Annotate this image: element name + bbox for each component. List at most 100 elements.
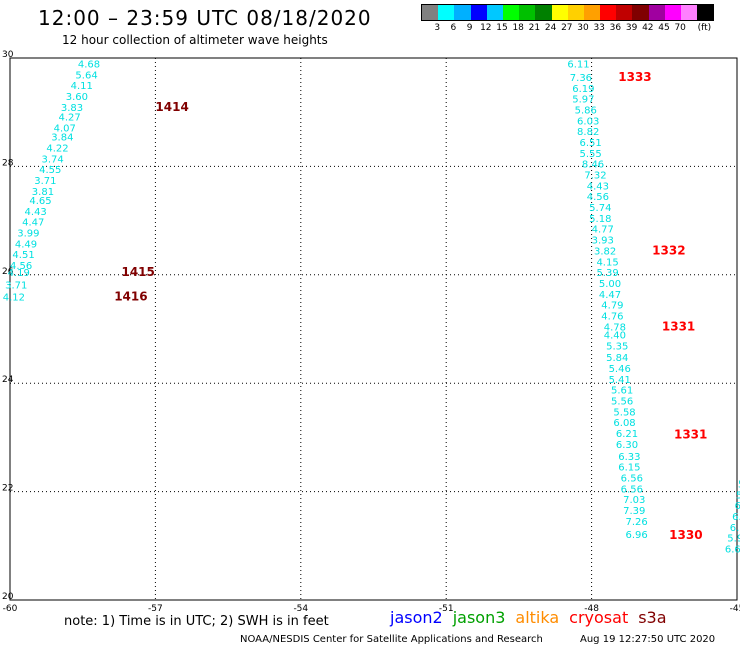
legend-label: 42	[642, 23, 654, 33]
wave-height-value: 4.12	[3, 292, 25, 303]
wave-height-value: 4.77	[592, 225, 614, 236]
legend-swatch	[583, 5, 601, 20]
wave-height-value: 7.32	[584, 171, 606, 182]
wave-height-value: 5.58	[613, 407, 635, 418]
x-tick-label: -45	[730, 604, 740, 614]
wave-height-value: 4.56	[10, 261, 32, 272]
wave-height-value: 3.83	[61, 103, 83, 114]
wave-height-value: 4.22	[46, 143, 68, 154]
satellite-name: jason2	[390, 608, 443, 627]
wave-height-value: 4.76	[601, 311, 623, 322]
legend-swatch	[648, 5, 665, 20]
satellite-name: altika	[515, 608, 560, 627]
wave-height-value: 5.39	[596, 268, 618, 279]
wave-height-value: 7.39	[623, 506, 645, 517]
wave-height-value: 5.97	[572, 95, 594, 106]
wave-height-value: 6.56	[621, 474, 643, 485]
y-tick-label: 22	[2, 484, 13, 494]
wave-height-value: 4.27	[58, 113, 80, 124]
wave-height-value: 3.74	[42, 154, 64, 165]
wave-height-value: 5.18	[589, 214, 611, 225]
page-title: 12:00 – 23:59 UTC 08/18/2020	[38, 6, 372, 30]
wave-height-value: 4.40	[604, 330, 626, 341]
wave-height-value: 3.93	[592, 236, 614, 247]
wave-height-value: 3.81	[32, 187, 54, 198]
legend-label: 21	[528, 23, 541, 33]
wave-height-value: 4.65	[29, 196, 51, 207]
legend-label: 30	[577, 23, 589, 33]
legend-label: 9	[466, 23, 473, 33]
y-tick-label: 30	[2, 50, 14, 60]
wave-height-value: 5.	[738, 479, 740, 490]
wave-height-value: 5.61	[611, 386, 633, 397]
legend-swatch	[535, 5, 552, 20]
x-tick-label: -48	[584, 604, 599, 614]
color-scale-bar	[421, 4, 715, 21]
wave-height-value: 4.56	[587, 192, 609, 203]
legend-label: 24	[544, 23, 557, 33]
wave-height-value: 7.36	[570, 73, 592, 84]
legend-swatch	[567, 5, 584, 20]
wave-height-value: 4.55	[39, 165, 61, 176]
wave-height-value: 5.	[736, 490, 740, 501]
pass-number-label: 1415	[121, 265, 154, 279]
satellite-name: jason3	[452, 608, 506, 627]
satellite-name: s3a	[638, 608, 667, 627]
wave-height-value: 4.15	[596, 257, 618, 268]
legend-swatch	[616, 5, 633, 20]
timestamp-text: Aug 19 12:27:50 UTC 2020	[580, 634, 716, 645]
wave-height-value: 3.71	[5, 281, 27, 292]
legend-swatch	[502, 5, 520, 20]
pass-number-label: 1414	[155, 100, 188, 114]
footnote: note: 1) Time is in UTC; 2) SWH is in fe…	[64, 614, 329, 629]
credit-text: NOAA/NESDIS Center for Satellite Applica…	[240, 634, 543, 645]
legend-label: 15	[496, 23, 508, 33]
y-tick-label: 28	[2, 158, 14, 168]
wave-height-value: 4.78	[604, 322, 626, 333]
wave-height-value: 4.47	[599, 290, 621, 301]
legend-swatch	[697, 5, 714, 20]
wave-height-value: 6.1	[735, 501, 740, 512]
wave-height-value: 4.43	[25, 207, 47, 218]
legend-label: 33	[593, 23, 605, 33]
legend-label: 18	[512, 23, 524, 33]
wave-height-value: 6.03	[577, 116, 599, 127]
legend-swatch	[486, 5, 503, 20]
wave-height-value: 6.21	[616, 429, 638, 440]
legend-swatch	[632, 5, 649, 20]
wave-height-value: 6.56	[621, 484, 643, 495]
legend-swatch	[664, 5, 681, 20]
wave-height-value: 8.46	[582, 160, 604, 171]
pass-number-label: 1331	[662, 319, 695, 333]
x-tick-label: -57	[148, 604, 163, 614]
page-subtitle: 12 hour collection of altimeter wave hei…	[62, 33, 328, 47]
color-scale-labels: 3 6 9 12 15 18 21 24 27 30 33 36 39 42 45 70 (ft)	[421, 21, 714, 33]
legend-swatch	[438, 5, 455, 20]
wave-height-value: 5.86	[575, 105, 597, 116]
wave-height-value: 5.74	[589, 203, 611, 214]
pass-number-label: 1331	[674, 428, 707, 442]
wave-height-value: 5.46	[609, 364, 631, 375]
legend-label: 39	[625, 23, 638, 33]
x-tick-label: -51	[439, 604, 454, 614]
legend-swatch	[470, 5, 487, 20]
satellite-legend: jason2 jason3 altika cryosat s3a	[390, 608, 677, 627]
pass-number-label: 1332	[652, 243, 685, 257]
y-tick-label: 20	[2, 592, 14, 602]
legend-label: 36	[609, 23, 622, 33]
wave-height-value: 4.79	[601, 301, 623, 312]
satellite-name: cryosat	[569, 608, 629, 627]
wave-height-value: 6.39	[730, 523, 740, 534]
wave-height-value: 4.11	[71, 81, 93, 92]
legend-swatch	[600, 5, 617, 20]
pass-number-label: 1416	[114, 289, 147, 303]
wave-height-value: 5.64	[75, 70, 97, 81]
wave-height-value: 6.51	[579, 138, 601, 149]
wave-height-value: 6.33	[618, 452, 640, 463]
legend-label: 45	[658, 23, 670, 33]
wave-height-value: 3.82	[594, 246, 616, 257]
wave-height-value: 4.07	[54, 123, 76, 134]
y-tick-label: 26	[2, 267, 14, 277]
legend-label: 12	[480, 23, 492, 33]
